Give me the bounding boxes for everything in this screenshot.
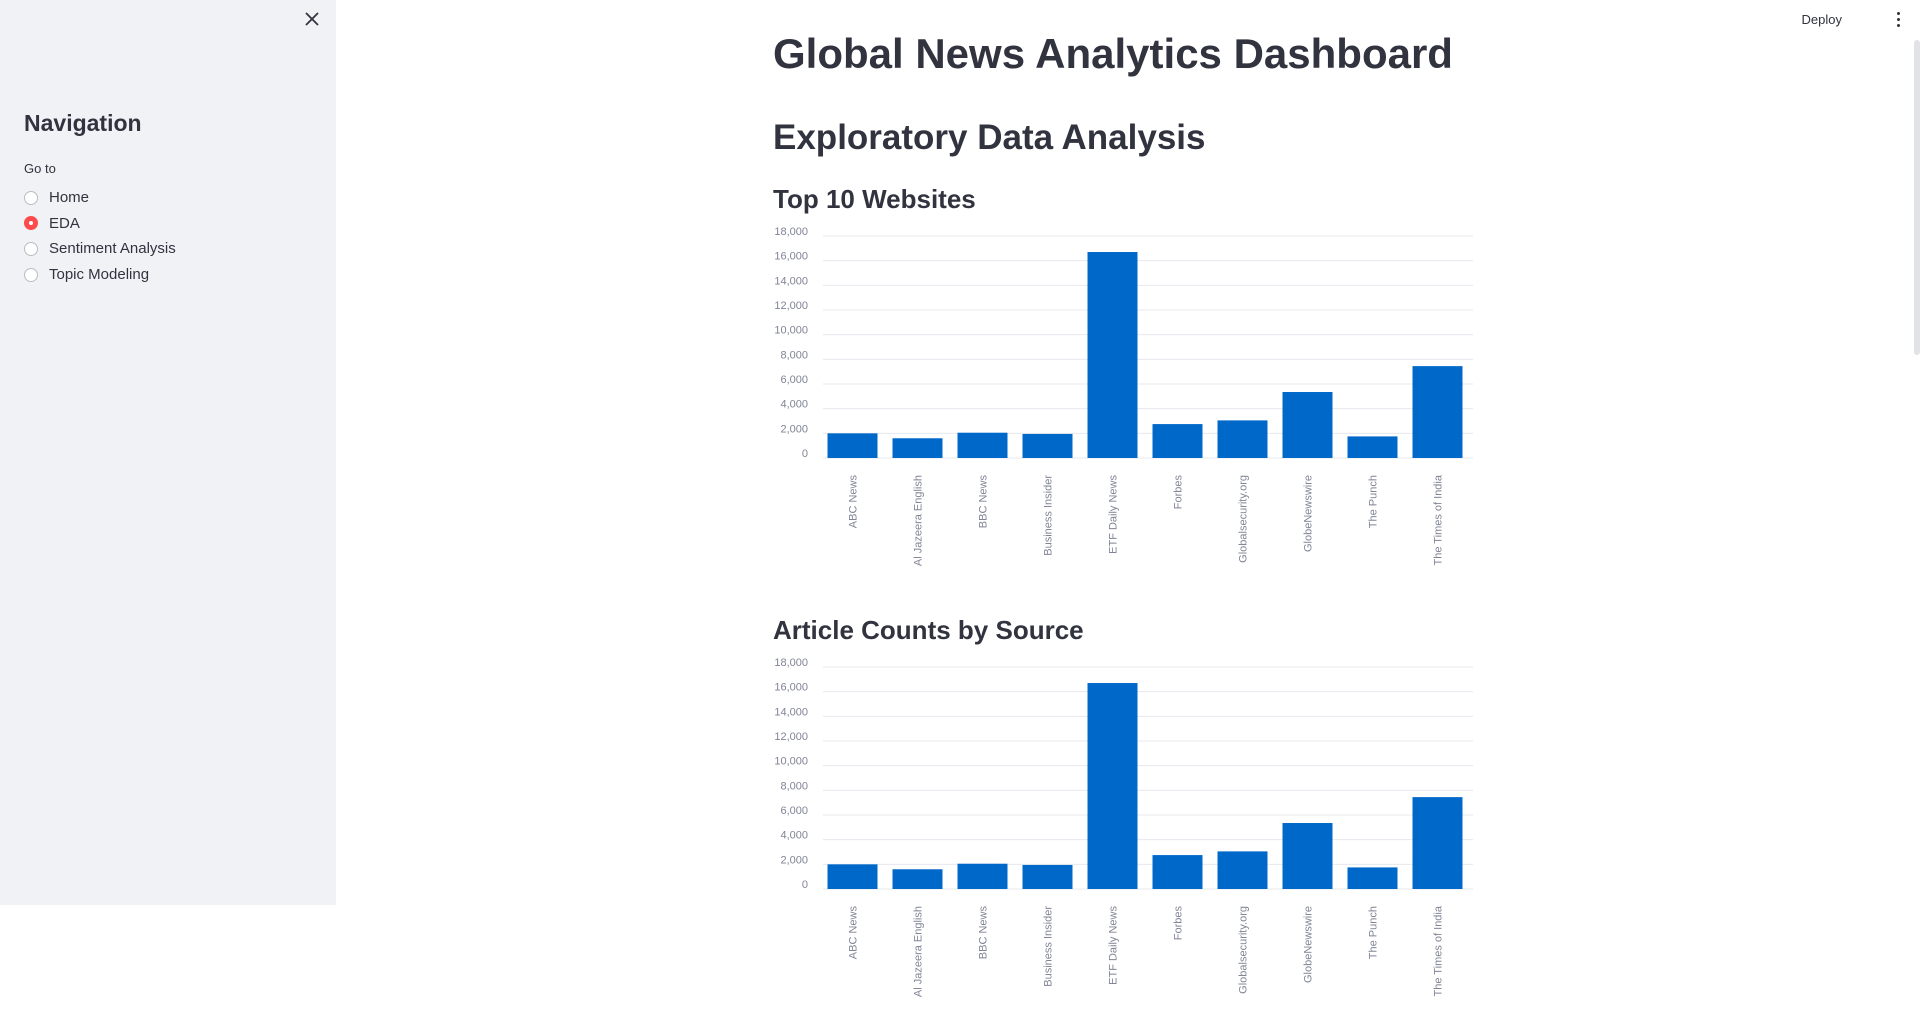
radio-label: Topic Modeling [49,266,150,284]
y-tick-label: 8,000 [780,780,808,792]
deploy-button[interactable]: Deploy [1801,12,1842,27]
x-tick-label: BBC News [978,906,990,960]
radio-button-selected[interactable] [24,216,38,231]
y-tick-label: 10,000 [774,325,808,337]
radio-label: Sentiment Analysis [49,240,176,258]
nav-radio-group: Home EDA Sentiment Analysis Topic Modeli… [24,185,176,287]
y-tick-label: 16,000 [774,682,808,694]
y-tick-label: 10,000 [774,756,808,768]
nav-radio-home[interactable]: Home [24,185,176,211]
bar [1152,855,1203,889]
radio-label: EDA [49,214,80,232]
y-tick-label: 16,000 [774,251,808,263]
y-tick-label: 12,000 [774,300,808,312]
x-tick-label: Al Jazeera English [913,906,925,997]
main-menu-button[interactable] [1892,9,1904,29]
radio-button[interactable] [24,190,38,205]
page-scrollbar[interactable] [1914,40,1920,355]
bar [827,864,878,889]
bar [1022,433,1073,458]
x-tick-label: Globalsecurity.org [1238,475,1250,563]
bar [1087,252,1138,458]
kebab-menu-icon-dot [1896,17,1900,21]
bar [1347,436,1398,458]
close-icon [305,12,319,26]
kebab-menu-icon-dot [1896,23,1900,27]
x-tick-label: The Times of India [1433,905,1445,996]
x-tick-label: The Times of India [1433,474,1445,565]
nav-radio-sentiment-analysis[interactable]: Sentiment Analysis [24,236,176,262]
y-tick-label: 8,000 [780,349,808,361]
radio-label: Home [49,189,90,207]
bar [957,863,1008,889]
x-tick-label: The Punch [1368,906,1380,959]
x-tick-label: ABC News [848,906,860,960]
y-tick-label: 2,000 [780,854,808,866]
chart-title-top-websites: Top 10 Websites [773,184,976,214]
bar [1217,420,1268,458]
bar [827,433,878,458]
bar [892,438,943,458]
bar [1282,392,1333,458]
y-tick-label: 4,000 [780,830,808,842]
x-tick-label: GlobeNewswire [1303,475,1315,552]
y-tick-label: 2,000 [780,423,808,435]
sidebar-title: Navigation [24,110,142,136]
bar [1022,864,1073,889]
y-tick-label: 4,000 [780,399,808,411]
x-tick-label: Business Insider [1043,906,1055,987]
x-tick-label: BBC News [978,475,990,529]
y-tick-label: 0 [802,448,808,460]
y-tick-label: 6,000 [780,805,808,817]
bar [1087,683,1138,889]
page-title: Global News Analytics Dashboard [773,30,1453,77]
y-tick-label: 14,000 [774,706,808,718]
chart-article-counts: 0 2,000 4,000 6,000 8,000 10,000 12,000 14,000 1… [774,657,1473,997]
bar [1347,867,1398,889]
nav-radio-topic-modeling[interactable]: Topic Modeling [24,262,176,288]
radio-button[interactable] [24,267,38,282]
x-tick-label: Al Jazeera English [913,475,925,566]
main-content: Global News Analytics Dashboard Explorat… [773,0,1493,997]
x-tick-label: Business Insider [1043,475,1055,556]
kebab-menu-icon [1896,11,1900,15]
bar [1282,823,1333,889]
bar [1412,797,1463,889]
close-sidebar-button[interactable] [301,8,323,30]
x-tick-label: Globalsecurity.org [1238,906,1250,994]
bar [892,869,943,889]
y-tick-label: 18,000 [774,657,808,669]
bar [957,432,1008,458]
bar [1217,851,1268,889]
y-tick-label: 6,000 [780,374,808,386]
sidebar: Navigation Go to Home EDA Sentiment Anal… [0,0,336,905]
section-title: Exploratory Data Analysis [773,118,1206,157]
x-tick-label: GlobeNewswire [1303,906,1315,983]
y-tick-label: 14,000 [774,275,808,287]
x-tick-label: ETF Daily News [1108,475,1120,554]
x-tick-label: The Punch [1368,475,1380,528]
bar [1152,424,1203,458]
x-tick-label: Forbes [1173,475,1185,510]
chart-top-websites: 0 2,000 4,000 6,000 8,000 10,000 12,000 14,000 1… [774,226,1473,566]
radio-group-label: Go to [24,161,56,176]
y-tick-label: 0 [802,879,808,891]
x-tick-label: ETF Daily News [1108,906,1120,985]
y-tick-label: 12,000 [774,731,808,743]
chart-title-article-counts: Article Counts by Source [773,615,1084,645]
nav-radio-eda[interactable]: EDA [24,211,176,237]
y-tick-label: 18,000 [774,226,808,238]
bar [1412,366,1463,458]
radio-button[interactable] [24,241,38,256]
x-tick-label: ABC News [848,475,860,529]
x-tick-label: Forbes [1173,906,1185,941]
